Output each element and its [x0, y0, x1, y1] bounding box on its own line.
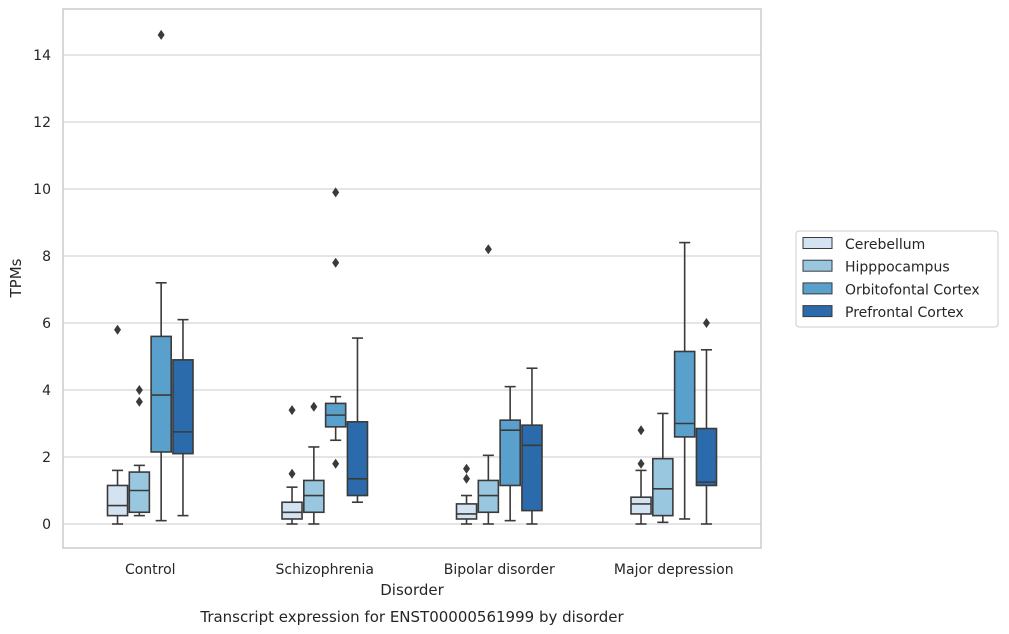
box-plot [324, 187, 347, 469]
box-plot [106, 324, 129, 525]
box-plot [477, 244, 500, 525]
legend-frame [795, 230, 999, 328]
iqr-box [303, 479, 325, 514]
outlier-point [135, 385, 143, 395]
box-plot [172, 318, 194, 517]
box-group [630, 241, 718, 525]
box-group [281, 187, 369, 525]
box-plot [673, 241, 696, 520]
y-tick-label: 6 [42, 316, 51, 332]
iqr-box [652, 457, 674, 517]
box-plot [128, 385, 151, 517]
box-plot [455, 463, 478, 525]
legend-label: Hipppocampus [845, 260, 950, 276]
legend-label: Cerebellum [845, 237, 925, 253]
x-tick-label: Control [125, 562, 176, 578]
legend-swatch [802, 259, 833, 272]
box-group [106, 29, 194, 525]
iqr-box [150, 335, 172, 453]
iqr-box [128, 471, 151, 514]
legend-swatch [802, 305, 833, 318]
gridlines [63, 54, 761, 525]
box-plot [652, 412, 674, 524]
box-group [455, 244, 543, 525]
y-tick-label: 4 [42, 383, 51, 399]
outlier-point [114, 324, 122, 335]
outlier-point [332, 458, 340, 469]
outlier-point [332, 257, 340, 268]
outlier-point [157, 29, 165, 40]
x-tick-label: Bipolar disorder [444, 562, 555, 578]
y-tick-label: 14 [33, 48, 51, 64]
x-tick-label: Major depression [614, 562, 734, 578]
box-plot [150, 29, 172, 522]
outlier-point [702, 318, 710, 328]
outlier-point [463, 473, 471, 484]
iqr-box [346, 421, 369, 497]
box-plot [303, 401, 325, 525]
legend-swatch [802, 237, 833, 249]
box-plot [521, 367, 543, 525]
legend-label: Prefrontal Cortex [845, 305, 964, 321]
iqr-box [630, 496, 652, 515]
x-axis-ticks: Control Schizophrenia Bipolar disorder Majo… [125, 562, 734, 578]
outlier-point [288, 405, 296, 416]
iqr-box [499, 419, 521, 487]
outlier-point [463, 463, 471, 474]
box-plot [499, 385, 521, 522]
box-plot [630, 425, 652, 525]
iqr-box [455, 503, 478, 520]
y-tick-label: 8 [42, 249, 51, 265]
box-plot [695, 318, 718, 525]
box-plot [281, 405, 303, 525]
iqr-box [695, 427, 718, 487]
box-groups [106, 29, 718, 525]
iqr-box [521, 424, 543, 512]
iqr-box [281, 501, 303, 520]
iqr-box [172, 359, 194, 455]
outlier-point [637, 425, 645, 436]
y-tick-label: 2 [42, 450, 51, 466]
x-axis-title: Disorder [380, 581, 444, 599]
legend: Cerebellum Hipppocampus Orbitofontal Corte… [795, 230, 999, 328]
iqr-box [673, 350, 696, 438]
y-tick-label: 12 [33, 115, 51, 131]
outlier-point [332, 187, 340, 198]
outlier-point [310, 401, 318, 412]
chart-caption: Transcript expression for ENST0000056199… [199, 608, 624, 626]
outlier-point [288, 468, 296, 479]
iqr-box [106, 484, 129, 517]
y-tick-label: 10 [33, 182, 51, 198]
iqr-box [477, 479, 500, 514]
outlier-point [135, 396, 143, 407]
plot-area-frame [62, 8, 762, 549]
y-tick-label: 0 [42, 517, 51, 533]
outlier-point [637, 458, 645, 469]
y-axis-ticks: 0 2 4 6 8 10 12 14 [33, 48, 51, 533]
y-axis-title: TPMs [7, 258, 25, 298]
box-plot [346, 337, 369, 504]
x-tick-label: Schizophrenia [276, 562, 374, 578]
legend-label: Orbitofontal Cortex [845, 282, 980, 298]
outlier-point [484, 244, 492, 255]
legend-swatch [802, 282, 833, 295]
